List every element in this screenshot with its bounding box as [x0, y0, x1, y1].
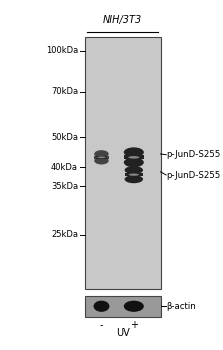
- Bar: [94, 156, 109, 159]
- Text: 40kDa: 40kDa: [51, 163, 78, 172]
- Bar: [124, 155, 144, 159]
- Ellipse shape: [94, 150, 109, 158]
- Ellipse shape: [125, 175, 143, 183]
- Text: β-actin: β-actin: [166, 302, 196, 311]
- Ellipse shape: [128, 156, 139, 159]
- Text: 35kDa: 35kDa: [51, 182, 78, 191]
- Text: p-JunD-S255: p-JunD-S255: [166, 170, 221, 180]
- Bar: [85, 296, 161, 317]
- Text: -: -: [100, 320, 103, 330]
- Text: +: +: [130, 320, 138, 330]
- Bar: [85, 37, 161, 289]
- Text: p-JunD-S255: p-JunD-S255: [166, 150, 221, 159]
- Ellipse shape: [125, 166, 143, 174]
- Ellipse shape: [97, 156, 105, 158]
- Ellipse shape: [94, 157, 109, 164]
- Text: 70kDa: 70kDa: [51, 87, 78, 96]
- Ellipse shape: [129, 174, 139, 176]
- Text: 100kDa: 100kDa: [46, 46, 78, 55]
- Bar: [125, 173, 143, 176]
- Ellipse shape: [124, 158, 144, 167]
- Text: 25kDa: 25kDa: [51, 230, 78, 239]
- Ellipse shape: [124, 301, 144, 312]
- Text: NIH/3T3: NIH/3T3: [103, 14, 142, 25]
- Text: UV: UV: [116, 328, 130, 338]
- Ellipse shape: [93, 301, 109, 312]
- Text: 50kDa: 50kDa: [51, 133, 78, 142]
- Ellipse shape: [124, 147, 144, 157]
